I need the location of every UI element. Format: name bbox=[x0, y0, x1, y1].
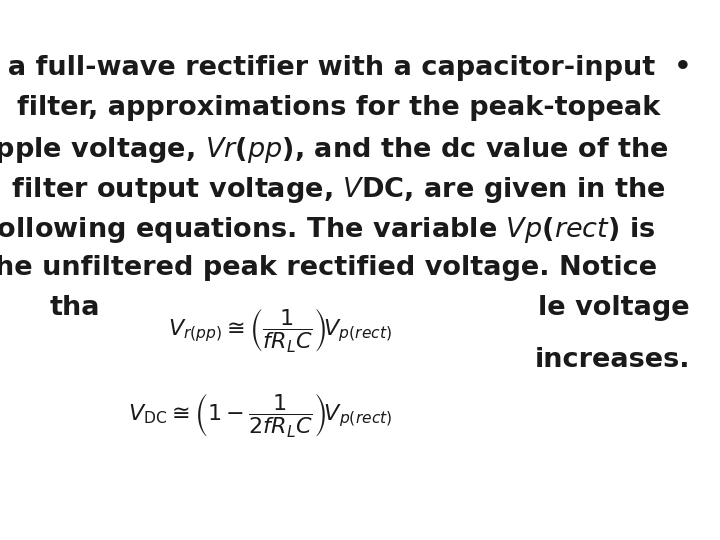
Text: ripple voltage, $\mathit{Vr}$($\mathit{pp}$), and the dc value of the: ripple voltage, $\mathit{Vr}$($\mathit{p… bbox=[0, 135, 668, 165]
Text: increases.: increases. bbox=[534, 347, 690, 373]
Text: filter output voltage, $\mathit{V}$DC, are given in the: filter output voltage, $\mathit{V}$DC, a… bbox=[0, 175, 666, 205]
Text: tha: tha bbox=[50, 295, 101, 321]
Text: the unfiltered peak rectified voltage. Notice: the unfiltered peak rectified voltage. N… bbox=[0, 255, 657, 281]
Text: following equations. The variable $\mathit{Vp}$($\mathit{rect}$) is: following equations. The variable $\math… bbox=[0, 215, 655, 245]
Text: $V_{r(pp)} \cong \left(\dfrac{1}{fR_LC}\right)\!V_{p(rect)}$: $V_{r(pp)} \cong \left(\dfrac{1}{fR_LC}\… bbox=[168, 306, 392, 354]
Text: $V_{\mathrm{DC}} \cong \left(1 - \dfrac{1}{2fR_LC}\right)\!V_{p(rect)}$: $V_{\mathrm{DC}} \cong \left(1 - \dfrac{… bbox=[128, 391, 392, 439]
Text: le voltage: le voltage bbox=[539, 295, 690, 321]
Text: For a full-wave rectifier with a capacitor-input  •: For a full-wave rectifier with a capacit… bbox=[0, 55, 691, 81]
Text: filter, approximations for the peak-topeak: filter, approximations for the peak-tope… bbox=[0, 95, 661, 121]
